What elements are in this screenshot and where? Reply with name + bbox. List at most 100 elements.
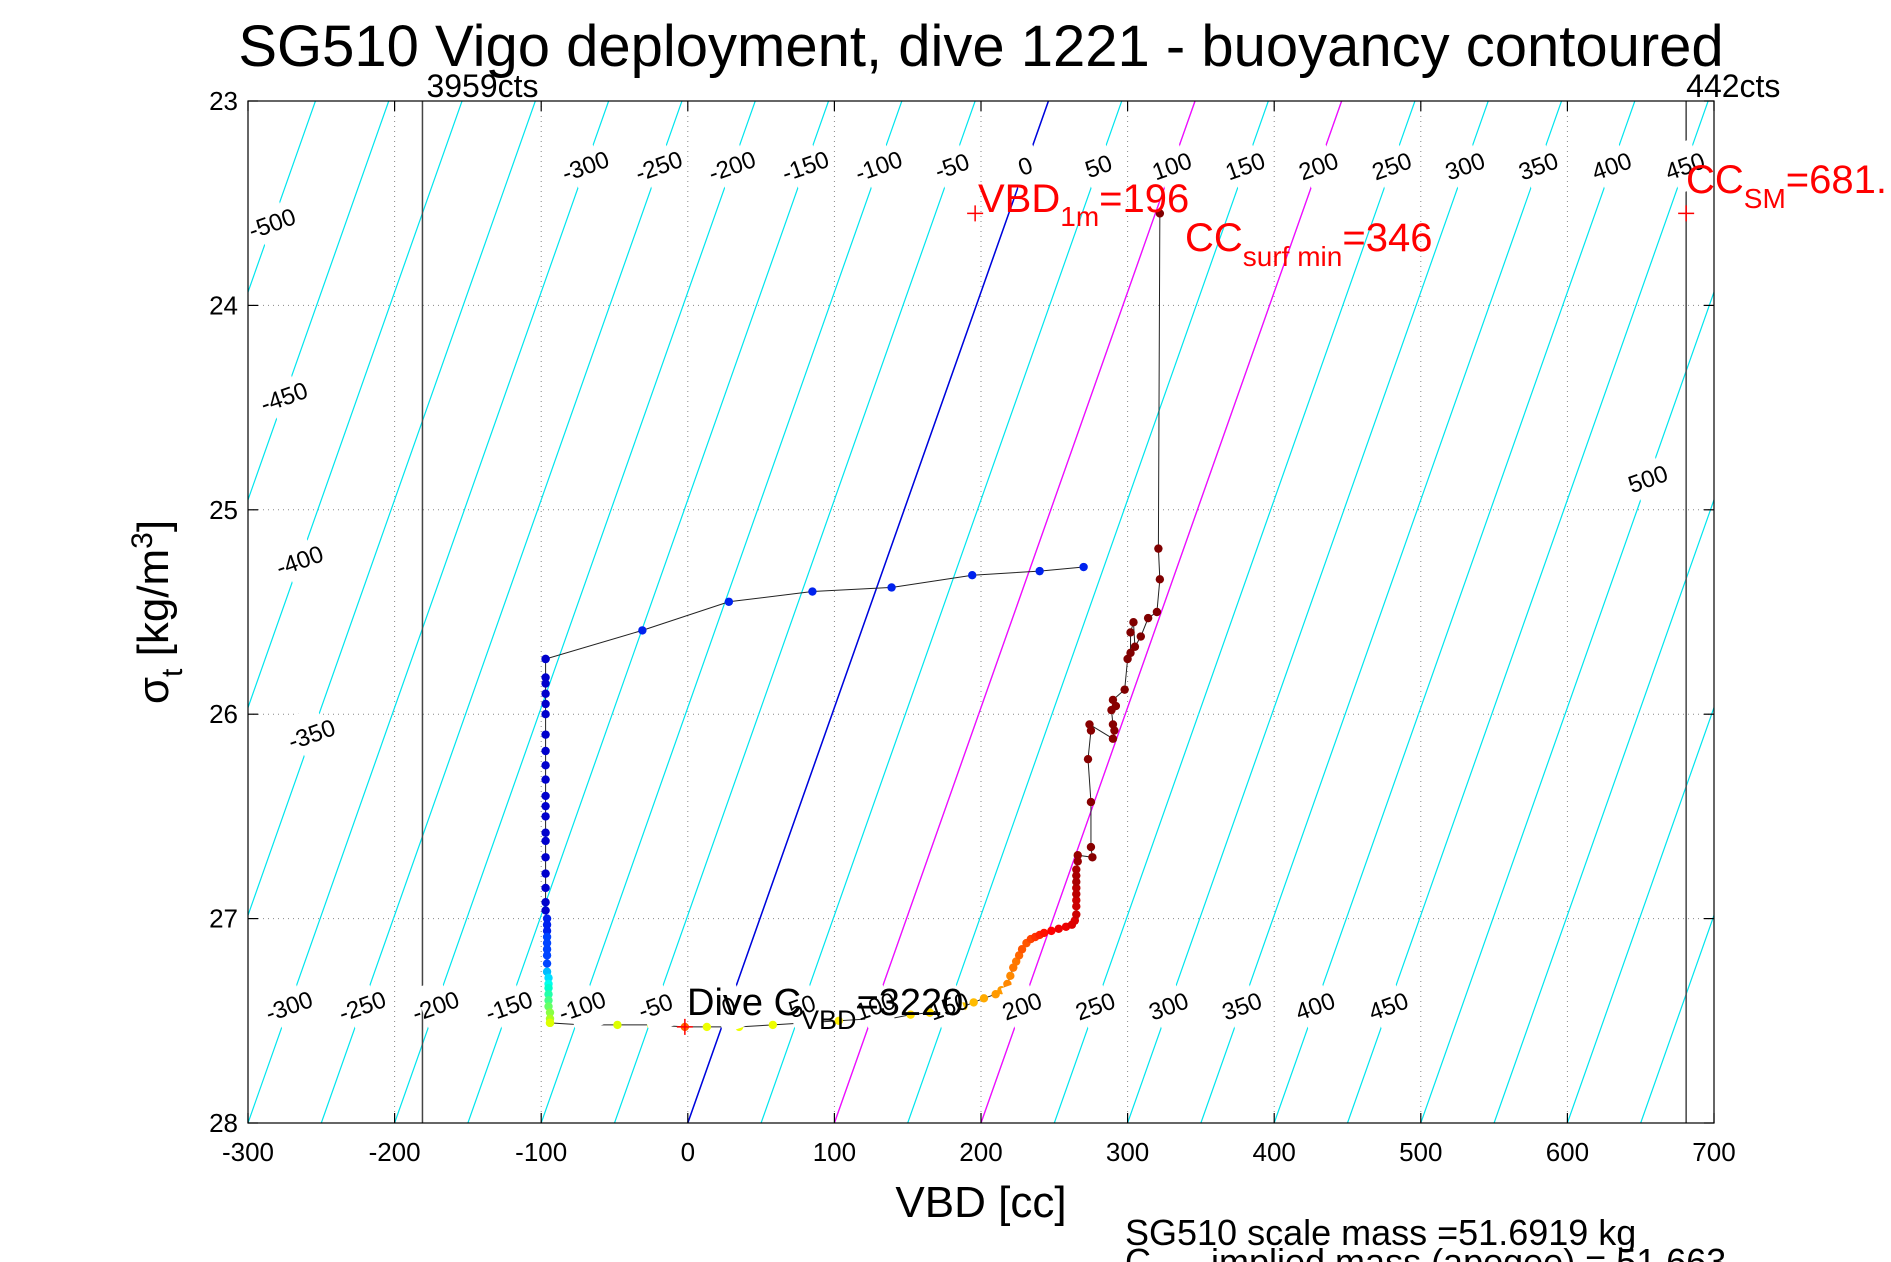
- contour-line: [1640, 913, 1714, 1123]
- data-point: [541, 801, 550, 811]
- contour-label-bg: [1626, 451, 1670, 507]
- contour-label-bg: [1294, 979, 1337, 1034]
- data-point: [541, 746, 550, 756]
- contour-line: [1787, 101, 1891, 1123]
- data-point: [541, 853, 550, 862]
- y-tick-label: 28: [209, 1108, 238, 1138]
- contour-label-bg: [1000, 979, 1044, 1034]
- contour-label-bg: [857, 139, 900, 194]
- contour-line: [394, 101, 756, 1123]
- contour-line: [0, 101, 22, 1123]
- contour-line: [1200, 101, 1563, 1123]
- data-point: [541, 812, 550, 821]
- contour-label-bg: [637, 139, 681, 194]
- contour-line: [1346, 101, 1709, 1123]
- data-point: [542, 926, 552, 936]
- contour-line: [1861, 101, 1891, 1123]
- data-point: [925, 1008, 934, 1017]
- ccsm-sub: SM: [1744, 183, 1786, 214]
- y-label-sub: t: [156, 668, 189, 677]
- data-point: [1072, 910, 1081, 919]
- contour-line: [760, 101, 1123, 1123]
- data-point: [1006, 971, 1015, 981]
- ccsm-annotation: CCSM=681.: [1686, 158, 1887, 214]
- x-tick-label: 300: [1106, 1137, 1149, 1167]
- reference-lines: [421, 101, 1687, 1123]
- data-point: [1017, 945, 1027, 954]
- data-point: [991, 990, 1000, 999]
- contour-label-bg: [414, 979, 457, 1034]
- contour-line: [1493, 498, 1714, 1123]
- contour-line: [248, 101, 610, 1123]
- ccsm-main: CC: [1686, 158, 1744, 202]
- data-point: [544, 990, 553, 999]
- contour-label-bg: [710, 139, 754, 194]
- data-point: [1054, 924, 1063, 934]
- data-point: [542, 951, 552, 960]
- contour-line: [613, 101, 976, 1123]
- data-point: [541, 673, 550, 682]
- data-point: [1120, 685, 1129, 694]
- contour-label-bg: [1004, 139, 1047, 194]
- contour-line: [248, 101, 317, 294]
- x-axis-label: VBD [cc]: [895, 1178, 1066, 1227]
- contour-label-bg: [781, 979, 824, 1034]
- plot-area: [0, 101, 1891, 1123]
- data-point: [1047, 926, 1056, 936]
- data-point: [1108, 695, 1118, 705]
- x-tick-label: -300: [222, 1137, 274, 1167]
- magenta-reference-line: [980, 101, 1343, 1123]
- contour-label-bg: [1224, 139, 1267, 194]
- data-point: [1035, 566, 1044, 576]
- data-point: [1086, 842, 1096, 852]
- contour-label-bg: [784, 139, 827, 194]
- magenta-reference-line: [833, 101, 1196, 1123]
- dive-cvbd-rest: =3220: [857, 982, 964, 1024]
- y-tick-label: 23: [209, 86, 238, 116]
- vertical-line-labels: 3959cts 442cts: [426, 68, 1780, 104]
- contour-line: [248, 101, 463, 710]
- count-limit-label: 442cts: [1686, 68, 1780, 104]
- contour-label-bg: [278, 533, 321, 589]
- data-point: [1072, 865, 1081, 874]
- dive-cvbd-annotation: Dive CVBD=3220: [687, 982, 963, 1035]
- data-point: [1072, 877, 1081, 887]
- data-point: [541, 869, 550, 878]
- ccsurf-rest: =346: [1342, 216, 1432, 260]
- contour-label-bg: [250, 196, 294, 251]
- contour-line: [0, 101, 242, 1123]
- data-point: [724, 597, 734, 606]
- contour-label-bg: [487, 979, 531, 1034]
- y-tick-label: 26: [209, 699, 238, 729]
- data-point: [906, 1010, 915, 1019]
- data-point: [1155, 209, 1165, 218]
- plus-marker: [967, 205, 984, 222]
- zero-buoyancy-line: [687, 101, 1050, 1123]
- data-point: [968, 571, 977, 580]
- x-tick-label: 0: [681, 1137, 695, 1167]
- data-point: [768, 1020, 778, 1030]
- data-point: [541, 654, 550, 664]
- ccsurf-main: CC: [1185, 216, 1243, 260]
- contour-labels: -500-300 -250 -200 -150 -100 -50 0 50 100 150 200 2…: [245, 139, 1709, 1034]
- ccsurf-sub: surf min: [1243, 241, 1343, 272]
- x-tick-label: 500: [1399, 1137, 1442, 1167]
- data-point: [1083, 754, 1093, 764]
- data-points: [541, 209, 1165, 1032]
- contour-line: [1127, 101, 1489, 1123]
- data-point: [613, 1020, 622, 1030]
- data-point: [541, 761, 550, 770]
- chart-title: SG510 Vigo deployment, dive 1221 - buoya…: [238, 14, 1723, 79]
- contour-label-bg: [1517, 139, 1560, 194]
- contour-label-bg: [707, 979, 751, 1034]
- data-point: [1086, 797, 1096, 807]
- contour-line: [320, 101, 683, 1123]
- y-tick-label: 25: [209, 495, 238, 525]
- data-point: [834, 1016, 843, 1025]
- data-point: [541, 906, 550, 915]
- data-point: [542, 938, 552, 948]
- data-point: [1072, 902, 1081, 911]
- contour-label-bg: [1220, 979, 1264, 1034]
- data-point: [1136, 632, 1145, 641]
- contour-label-bg: [1663, 139, 1707, 194]
